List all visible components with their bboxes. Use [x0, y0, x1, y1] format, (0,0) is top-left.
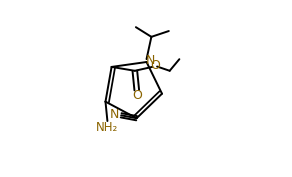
- Text: N: N: [146, 54, 155, 67]
- Text: NH₂: NH₂: [96, 121, 119, 134]
- Text: N: N: [110, 108, 119, 121]
- Text: O: O: [132, 89, 142, 102]
- Text: O: O: [151, 59, 161, 72]
